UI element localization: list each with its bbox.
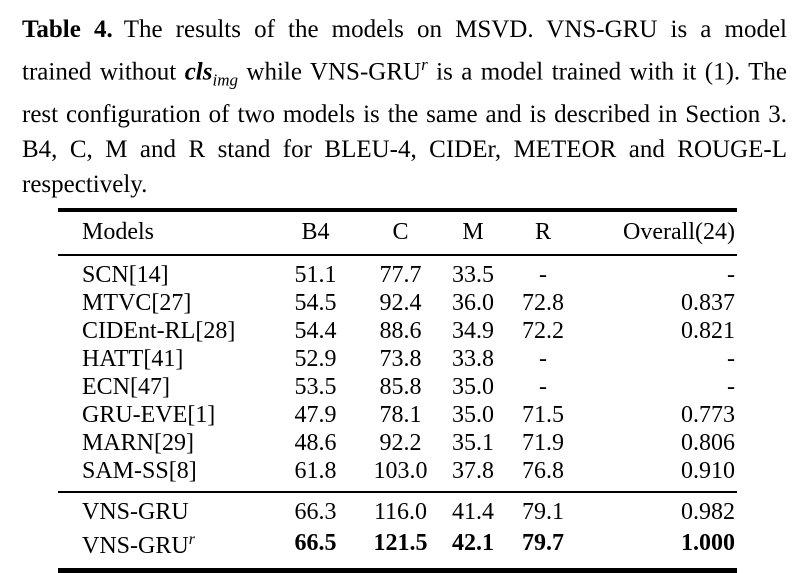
header-row: Models B4 C M R Overall(24): [58, 210, 737, 256]
cell-r: -: [539, 262, 547, 289]
cell-r: 72.8: [522, 290, 564, 317]
table-caption: Table 4. The results of the models on MSV…: [22, 12, 787, 202]
cell-model-name: SAM-SS[8]: [82, 458, 197, 485]
caption-text-3: is a model trained with it (1). The rest…: [22, 58, 787, 199]
cell-c: 116.0: [373, 499, 428, 526]
caption-math-cls: cls: [184, 58, 213, 86]
cell-overall: -: [727, 374, 735, 401]
cell-m: 37.8: [452, 458, 494, 485]
cell-m: 35.0: [452, 374, 494, 401]
cell-model-name: VNS-GRUr: [82, 531, 195, 560]
cell-r: 76.8: [522, 458, 564, 485]
cell-overall: 0.982: [681, 499, 735, 526]
cell-overall: 0.837: [681, 290, 735, 317]
table-head: Models B4 C M R Overall(24): [58, 210, 737, 256]
cell-c: 121.5: [373, 530, 428, 557]
cell-b4: 61.8: [294, 458, 337, 485]
caption-math-subscript: img: [212, 70, 238, 90]
cell-m: 33.5: [452, 262, 494, 289]
cell-c: 88.6: [379, 318, 422, 345]
table-row: ECN[47] 53.5 85.8 35.0 - -: [58, 373, 737, 401]
cell-c: 92.2: [379, 430, 422, 457]
cell-overall: 0.821: [681, 318, 735, 345]
cell-r: 79.7: [522, 530, 564, 557]
cell-b4: 54.4: [294, 318, 337, 345]
column-header-m: M: [462, 219, 484, 246]
table-row: GRU-EVE[1] 47.9 78.1 35.0 71.5 0.773: [58, 401, 737, 429]
table-row: HATT[41] 52.9 73.8 33.8 - -: [58, 345, 737, 373]
cell-m: 36.0: [452, 290, 494, 317]
cell-m: 35.0: [452, 402, 494, 429]
cell-c: 85.8: [379, 374, 422, 401]
cell-r: 71.9: [522, 430, 564, 457]
model-superscript: r: [188, 531, 195, 549]
cell-r: 72.2: [522, 318, 564, 345]
cell-b4: 47.9: [294, 402, 337, 429]
cell-model-name: HATT[41]: [82, 346, 184, 373]
column-header-c: C: [392, 219, 409, 246]
table-row: SAM-SS[8] 61.8 103.0 37.8 76.8 0.910: [58, 457, 737, 492]
cell-r: -: [539, 346, 547, 373]
cell-model-name: VNS-GRU: [82, 499, 189, 526]
cell-overall: -: [727, 262, 735, 289]
cell-b4: 51.1: [294, 262, 337, 289]
cell-r: 71.5: [522, 402, 564, 429]
table-row: SCN[14] 51.1 77.7 33.5 - -: [58, 255, 737, 289]
cell-model-name: MARN[29]: [82, 430, 194, 457]
caption-text-1: The results of the models on MSVD. VNS-G…: [22, 16, 787, 86]
cell-b4: 53.5: [294, 374, 337, 401]
table-row: MTVC[27] 54.5 92.4 36.0 72.8 0.837: [58, 289, 737, 317]
cell-model-name: SCN[14]: [82, 262, 169, 289]
cell-r: -: [539, 374, 547, 401]
column-header-r: R: [534, 219, 551, 246]
cell-c: 78.1: [379, 402, 422, 429]
cell-model-name: CIDEnt-RL[28]: [82, 318, 236, 345]
cell-overall: 0.773: [681, 402, 735, 429]
cell-c: 92.4: [379, 290, 422, 317]
cell-r: 79.1: [522, 499, 564, 526]
paper-page: Table 4. The results of the models on MSV…: [22, 12, 787, 573]
cell-c: 103.0: [373, 458, 428, 485]
cell-overall: -: [727, 346, 735, 373]
cell-b4: 66.5: [294, 530, 337, 557]
cell-overall: 0.806: [681, 430, 735, 457]
cell-overall: 0.910: [681, 458, 735, 485]
caption-text-2: while VNS-GRU: [237, 58, 422, 86]
results-table: Models B4 C M R Overall(24) SCN[14] 51.1 77.7 33…: [58, 208, 737, 573]
table-body: SCN[14] 51.1 77.7 33.5- - MTVC[27] 54.5 92.4 36.…: [58, 255, 737, 492]
table-row: VNS-GRU 66.3 116.0 41.4 79.1 0.982: [58, 492, 737, 526]
cell-m: 34.9: [452, 318, 494, 345]
cell-model-name: ECN[47]: [82, 374, 170, 401]
cell-b4: 48.6: [294, 430, 337, 457]
cell-b4: 52.9: [294, 346, 337, 373]
cell-model-name: GRU-EVE[1]: [82, 402, 216, 429]
cell-m: 35.1: [452, 430, 494, 457]
cell-m: 41.4: [452, 499, 494, 526]
column-header-b4: B4: [301, 219, 330, 246]
table-row: MARN[29] 48.6 92.2 35.1 71.9 0.806: [58, 429, 737, 457]
table-row: VNS-GRUr 66.5 121.5 42.1 79.7 1.000: [58, 526, 737, 571]
cell-c: 77.7: [379, 262, 422, 289]
cell-b4: 54.5: [294, 290, 337, 317]
table-row: CIDEnt-RL[28] 54.4 88.6 34.9 72.2 0.821: [58, 317, 737, 345]
cell-overall: 1.000: [681, 530, 735, 557]
cell-m: 42.1: [452, 530, 494, 557]
table-final-section: VNS-GRU 66.3 116.0 41.4 79.1 0.982 VNS-GRUr 66.…: [58, 492, 737, 571]
cell-m: 33.8: [452, 346, 494, 373]
cell-b4: 66.3: [294, 499, 337, 526]
caption-superscript-r: r: [421, 55, 428, 74]
cell-c: 73.8: [379, 346, 422, 373]
caption-label: Table 4.: [22, 16, 113, 43]
column-header-models: Models: [82, 219, 154, 246]
column-header-overall-24: Overall(24): [623, 219, 735, 246]
cell-model-name: MTVC[27]: [82, 290, 192, 317]
